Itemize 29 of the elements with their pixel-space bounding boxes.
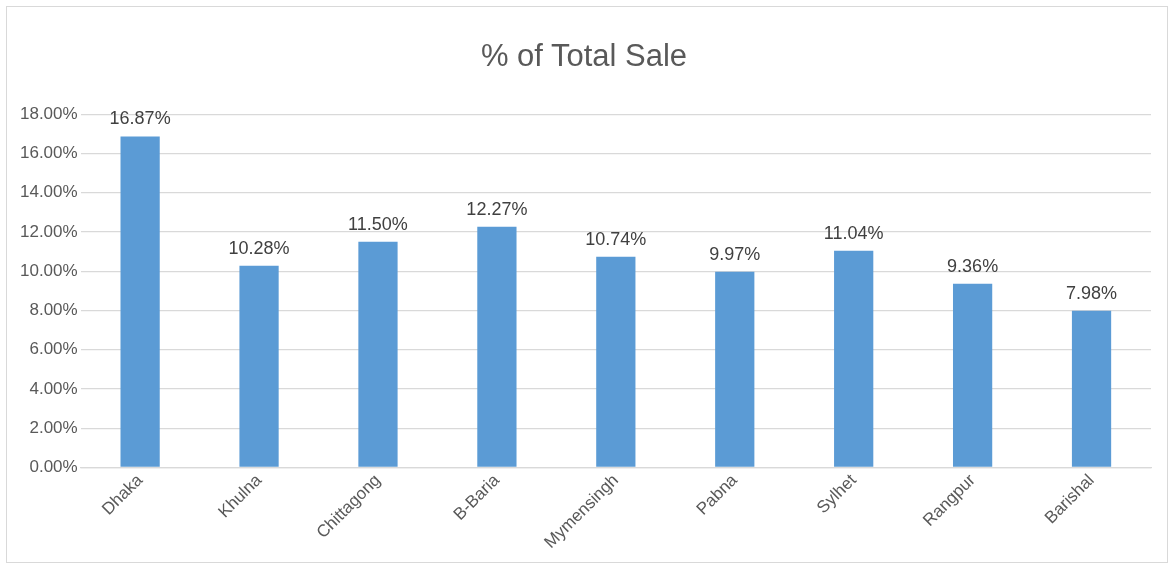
bar: [952, 283, 993, 467]
bar: [477, 226, 517, 467]
data-label: 10.28%: [228, 237, 290, 258]
bar: [715, 271, 755, 467]
y-tick-label: 18.00%: [19, 103, 78, 123]
y-tick-label: 2.00%: [29, 417, 78, 437]
y-tick-label: 6.00%: [29, 339, 78, 359]
data-label: 7.98%: [1066, 282, 1118, 303]
y-tick-label: 8.00%: [29, 300, 78, 320]
y-tick-label: 0.00%: [29, 457, 78, 477]
y-tick-label: 4.00%: [29, 378, 78, 398]
y-tick-label: 14.00%: [19, 182, 78, 202]
bar: [358, 241, 398, 467]
bar: [834, 250, 874, 467]
bar: [596, 256, 636, 467]
bar: [120, 136, 160, 467]
data-label: 9.97%: [709, 243, 761, 264]
data-label: 12.27%: [466, 198, 528, 219]
chart-title: % of Total Sale: [480, 38, 688, 74]
data-label: 11.50%: [348, 213, 408, 234]
data-label: 16.87%: [109, 108, 171, 129]
data-label: 9.36%: [947, 255, 999, 276]
y-tick-label: 12.00%: [19, 221, 78, 241]
data-label: 11.04%: [823, 222, 884, 243]
y-tick-label: 16.00%: [19, 143, 78, 163]
data-label: 10.74%: [585, 228, 647, 249]
y-tick-label: 10.00%: [19, 260, 78, 280]
bar: [239, 265, 279, 467]
bar: [1071, 310, 1112, 467]
